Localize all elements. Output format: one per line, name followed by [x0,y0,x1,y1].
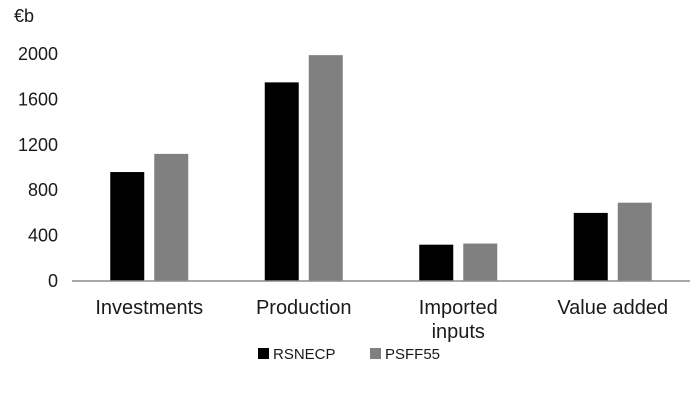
y-unit-label: €b [14,6,34,26]
bars [110,55,652,282]
x-category-label: Production [256,297,352,319]
y-axis-ticks: 0 400 800 1200 1600 2000 [18,44,58,291]
bar-rsnecp-investments [110,172,145,281]
legend-swatch-psff55 [370,348,381,359]
legend-label-psff55: PSFF55 [385,346,440,363]
y-tick-label: 0 [48,271,58,291]
bar-psff55-value-added [617,202,652,281]
legend: RSNECP PSFF55 [258,346,440,363]
x-category-label: Investments [95,297,203,319]
y-tick-label: 800 [28,180,58,200]
legend-swatch-rsnecp [258,348,269,359]
y-tick-label: 1200 [18,135,58,155]
x-category-label: Value added [557,297,668,319]
x-category-label: Imported inputs [419,297,498,343]
bar-rsnecp-imported-inputs [419,244,454,281]
y-tick-label: 400 [28,226,58,246]
legend-label-rsnecp: RSNECP [273,346,336,363]
bar-psff55-imported-inputs [463,243,498,281]
y-tick-label: 2000 [18,44,58,64]
bar-rsnecp-production [264,82,299,281]
y-tick-label: 1600 [18,89,58,109]
bar-psff55-production [308,55,343,282]
bar-rsnecp-value-added [573,212,608,281]
bar-psff55-investments [154,153,189,281]
x-axis-labels: Investments Production Imported inputs Value… [95,297,668,343]
